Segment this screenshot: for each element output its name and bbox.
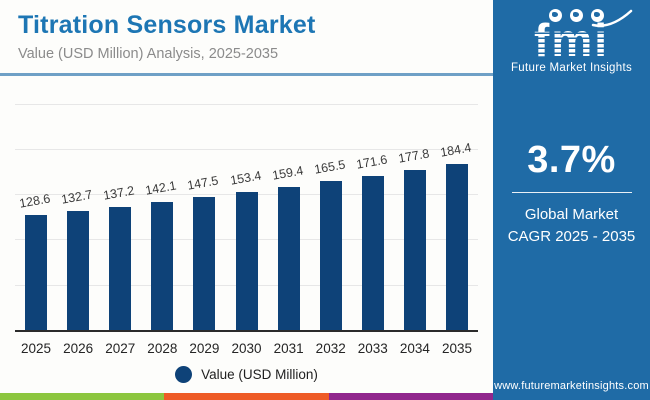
bar-slot: 137.2 2027 [99,100,141,356]
logo-swoosh-icon [591,9,632,27]
legend-marker-icon [175,366,193,383]
bar [235,192,258,331]
x-axis-line [15,330,478,332]
legend-label: Value (USD Million) [201,367,318,382]
x-tick-label: 2032 [315,341,346,356]
brand-panel: fmi Future Market Insights 3.7% Global M… [493,0,650,400]
bar-slots: 128.6 2025 132.7 2026 137.2 2027 142.1 2028 147.… [15,100,478,356]
bar-value-label: 132.7 [60,187,94,207]
bar-value-label: 128.6 [18,191,52,211]
bar [109,206,132,331]
bar-slot: 184.4 2035 [436,100,478,356]
cagr-value: 3.7% [527,139,616,181]
globe-europe-icon [569,9,583,22]
website-url: www.futuremarketinsights.com [494,380,649,392]
bar [277,186,300,331]
bar [361,175,384,331]
stripe-segment [328,393,493,400]
bar [25,214,48,331]
x-tick-label: 2031 [273,341,304,356]
x-tick-label: 2025 [21,341,52,356]
bar [193,197,216,331]
chart-legend: Value (USD Million) [0,366,493,383]
x-tick-label: 2035 [441,341,473,356]
gridline [15,148,478,150]
globe-asia-icon [590,9,604,22]
bar-value-label: 177.8 [397,146,431,166]
bar [151,202,174,331]
logo-word: fmi [534,14,609,66]
x-tick-label: 2029 [189,341,220,356]
stripe-segment [0,393,165,400]
bar-value-label: 153.4 [228,168,262,188]
cagr-block: 3.7% Global Market CAGR 2025 - 2035 [493,139,650,248]
bar-slot: 165.5 2032 [310,100,352,356]
fmi-logo: fmi Future Market Insights [508,9,635,74]
bar-slot: 132.7 2026 [57,100,99,356]
bar-value-label: 147.5 [186,173,220,194]
x-tick-label: 2028 [147,341,178,356]
page-subtitle: Value (USD Million) Analysis, 2025-2035 [18,46,279,62]
bar-chart: 128.6 2025 132.7 2026 137.2 2027 142.1 2028 147.… [15,100,478,356]
bar [67,210,90,331]
bar-slot: 177.8 2034 [394,100,436,356]
bar-slot: 159.4 2031 [268,100,310,356]
bar [403,169,426,331]
bar-value-label: 159.4 [270,163,305,183]
x-tick-label: 2033 [357,341,388,356]
cagr-label-line2: CAGR 2025 - 2035 [507,227,636,245]
bar-slot: 171.6 2033 [352,100,394,356]
bar-value-label: 171.6 [354,152,389,172]
bar-slot: 153.4 2030 [225,100,267,356]
page-title: Titration Sensors Market [18,11,316,39]
bar-value-label: 142.1 [144,178,178,198]
bar-value-label: 184.4 [439,140,473,160]
bar [319,181,342,331]
cagr-divider [511,192,632,193]
bar-value-label: 137.2 [102,183,136,203]
x-tick-label: 2030 [231,341,262,356]
bar-slot: 142.1 2028 [141,100,183,356]
gridline [15,103,478,105]
logo-globe-icons [548,9,604,22]
chart-section: Titration Sensors Market Value (USD Mill… [0,0,493,400]
footer-color-stripe [0,393,493,400]
header-divider [0,73,493,76]
stripe-segment [164,393,329,400]
x-tick-label: 2034 [399,341,430,356]
bar-value-label: 165.5 [312,157,347,177]
globe-americas-icon [548,9,562,22]
bar-slot: 128.6 2025 [15,100,57,356]
bar [445,163,468,331]
bar-slot: 147.5 2029 [183,100,225,356]
logo-caption: Future Market Insights [510,62,632,74]
chart-header: Titration Sensors Market Value (USD Mill… [0,0,493,62]
x-tick-label: 2026 [63,341,94,356]
x-tick-label: 2027 [105,341,136,356]
cagr-label-line1: Global Market [524,206,619,223]
